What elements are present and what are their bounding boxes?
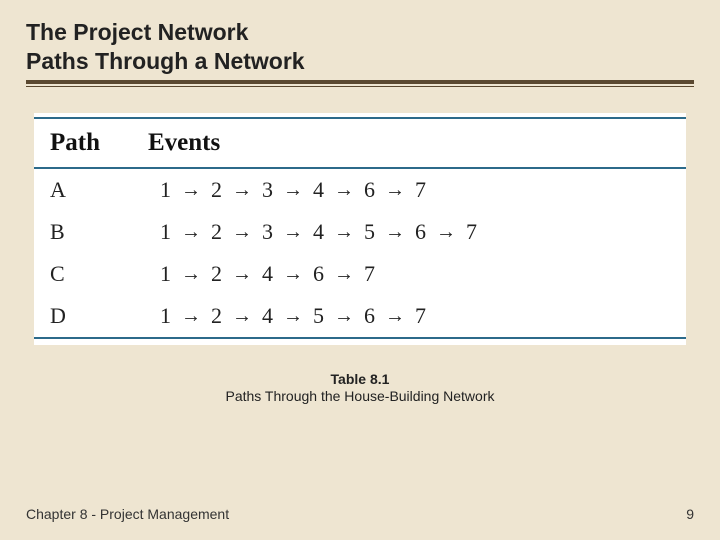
path-cell: D xyxy=(34,295,144,338)
event-node: 7 xyxy=(364,261,375,287)
col-header-events: Events xyxy=(144,118,686,168)
table-row: A1→2→3→4→6→7 xyxy=(34,168,686,211)
arrow-icon: → xyxy=(375,222,415,242)
arrow-icon: → xyxy=(273,222,313,242)
arrow-icon: → xyxy=(222,222,262,242)
event-node: 6 xyxy=(415,219,426,245)
event-node: 6 xyxy=(364,177,375,203)
event-node: 4 xyxy=(262,303,273,329)
event-node: 3 xyxy=(262,219,273,245)
paths-table: Path Events A1→2→3→4→6→7B1→2→3→4→5→6→7C1… xyxy=(34,117,686,339)
arrow-icon: → xyxy=(324,222,364,242)
arrow-icon: → xyxy=(171,222,211,242)
event-node: 5 xyxy=(313,303,324,329)
table-row: D1→2→4→5→6→7 xyxy=(34,295,686,338)
arrow-icon: → xyxy=(375,306,415,326)
events-sequence: 1→2→3→4→5→6→7 xyxy=(160,219,678,245)
event-node: 7 xyxy=(415,177,426,203)
title-line-1: The Project Network xyxy=(26,18,694,47)
arrow-icon: → xyxy=(222,306,262,326)
table-caption: Table 8.1 Paths Through the House-Buildi… xyxy=(26,371,694,404)
event-node: 4 xyxy=(313,177,324,203)
event-node: 7 xyxy=(415,303,426,329)
slide-footer: Chapter 8 - Project Management 9 xyxy=(0,506,720,522)
events-sequence: 1→2→4→5→6→7 xyxy=(160,303,678,329)
table-body: A1→2→3→4→6→7B1→2→3→4→5→6→7C1→2→4→6→7D1→2… xyxy=(34,168,686,338)
arrow-icon: → xyxy=(324,306,364,326)
event-node: 6 xyxy=(313,261,324,287)
event-node: 1 xyxy=(160,261,171,287)
event-node: 7 xyxy=(466,219,477,245)
path-cell: B xyxy=(34,211,144,253)
arrow-icon: → xyxy=(273,306,313,326)
slide: The Project Network Paths Through a Netw… xyxy=(0,0,720,540)
table-header-row: Path Events xyxy=(34,118,686,168)
arrow-icon: → xyxy=(273,264,313,284)
event-node: 1 xyxy=(160,219,171,245)
col-header-path: Path xyxy=(34,118,144,168)
event-node: 4 xyxy=(313,219,324,245)
event-node: 6 xyxy=(364,303,375,329)
arrow-icon: → xyxy=(426,222,466,242)
event-node: 2 xyxy=(211,177,222,203)
path-cell: C xyxy=(34,253,144,295)
paths-table-container: Path Events A1→2→3→4→6→7B1→2→3→4→5→6→7C1… xyxy=(34,113,686,345)
title-rule-thin xyxy=(26,86,694,87)
events-sequence: 1→2→3→4→6→7 xyxy=(160,177,678,203)
caption-title: Table 8.1 xyxy=(26,371,694,387)
event-node: 4 xyxy=(262,261,273,287)
arrow-icon: → xyxy=(171,306,211,326)
arrow-icon: → xyxy=(375,180,415,200)
arrow-icon: → xyxy=(324,264,364,284)
event-node: 3 xyxy=(262,177,273,203)
arrow-icon: → xyxy=(273,180,313,200)
title-line-2: Paths Through a Network xyxy=(26,47,694,76)
event-node: 1 xyxy=(160,303,171,329)
events-cell: 1→2→4→6→7 xyxy=(144,253,686,295)
footer-page-number: 9 xyxy=(686,506,694,522)
arrow-icon: → xyxy=(171,264,211,284)
path-cell: A xyxy=(34,168,144,211)
event-node: 1 xyxy=(160,177,171,203)
event-node: 5 xyxy=(364,219,375,245)
events-sequence: 1→2→4→6→7 xyxy=(160,261,678,287)
slide-title: The Project Network Paths Through a Netw… xyxy=(26,18,694,87)
event-node: 2 xyxy=(211,303,222,329)
title-rule-thick xyxy=(26,80,694,84)
table-row: B1→2→3→4→5→6→7 xyxy=(34,211,686,253)
table-row: C1→2→4→6→7 xyxy=(34,253,686,295)
events-cell: 1→2→3→4→6→7 xyxy=(144,168,686,211)
arrow-icon: → xyxy=(222,180,262,200)
event-node: 2 xyxy=(211,219,222,245)
footer-chapter: Chapter 8 - Project Management xyxy=(26,506,229,522)
caption-subtitle: Paths Through the House-Building Network xyxy=(26,388,694,404)
arrow-icon: → xyxy=(171,180,211,200)
event-node: 2 xyxy=(211,261,222,287)
arrow-icon: → xyxy=(222,264,262,284)
events-cell: 1→2→4→5→6→7 xyxy=(144,295,686,338)
events-cell: 1→2→3→4→5→6→7 xyxy=(144,211,686,253)
arrow-icon: → xyxy=(324,180,364,200)
